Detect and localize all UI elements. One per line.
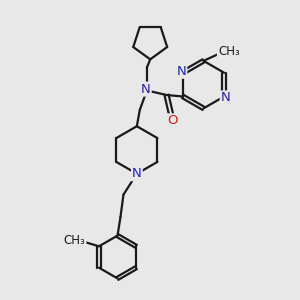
- Text: CH₃: CH₃: [64, 234, 86, 247]
- Text: O: O: [167, 114, 178, 128]
- Text: N: N: [176, 65, 186, 78]
- Text: N: N: [141, 82, 151, 96]
- Text: CH₃: CH₃: [218, 45, 240, 58]
- Text: N: N: [221, 92, 230, 104]
- Text: N: N: [132, 167, 142, 180]
